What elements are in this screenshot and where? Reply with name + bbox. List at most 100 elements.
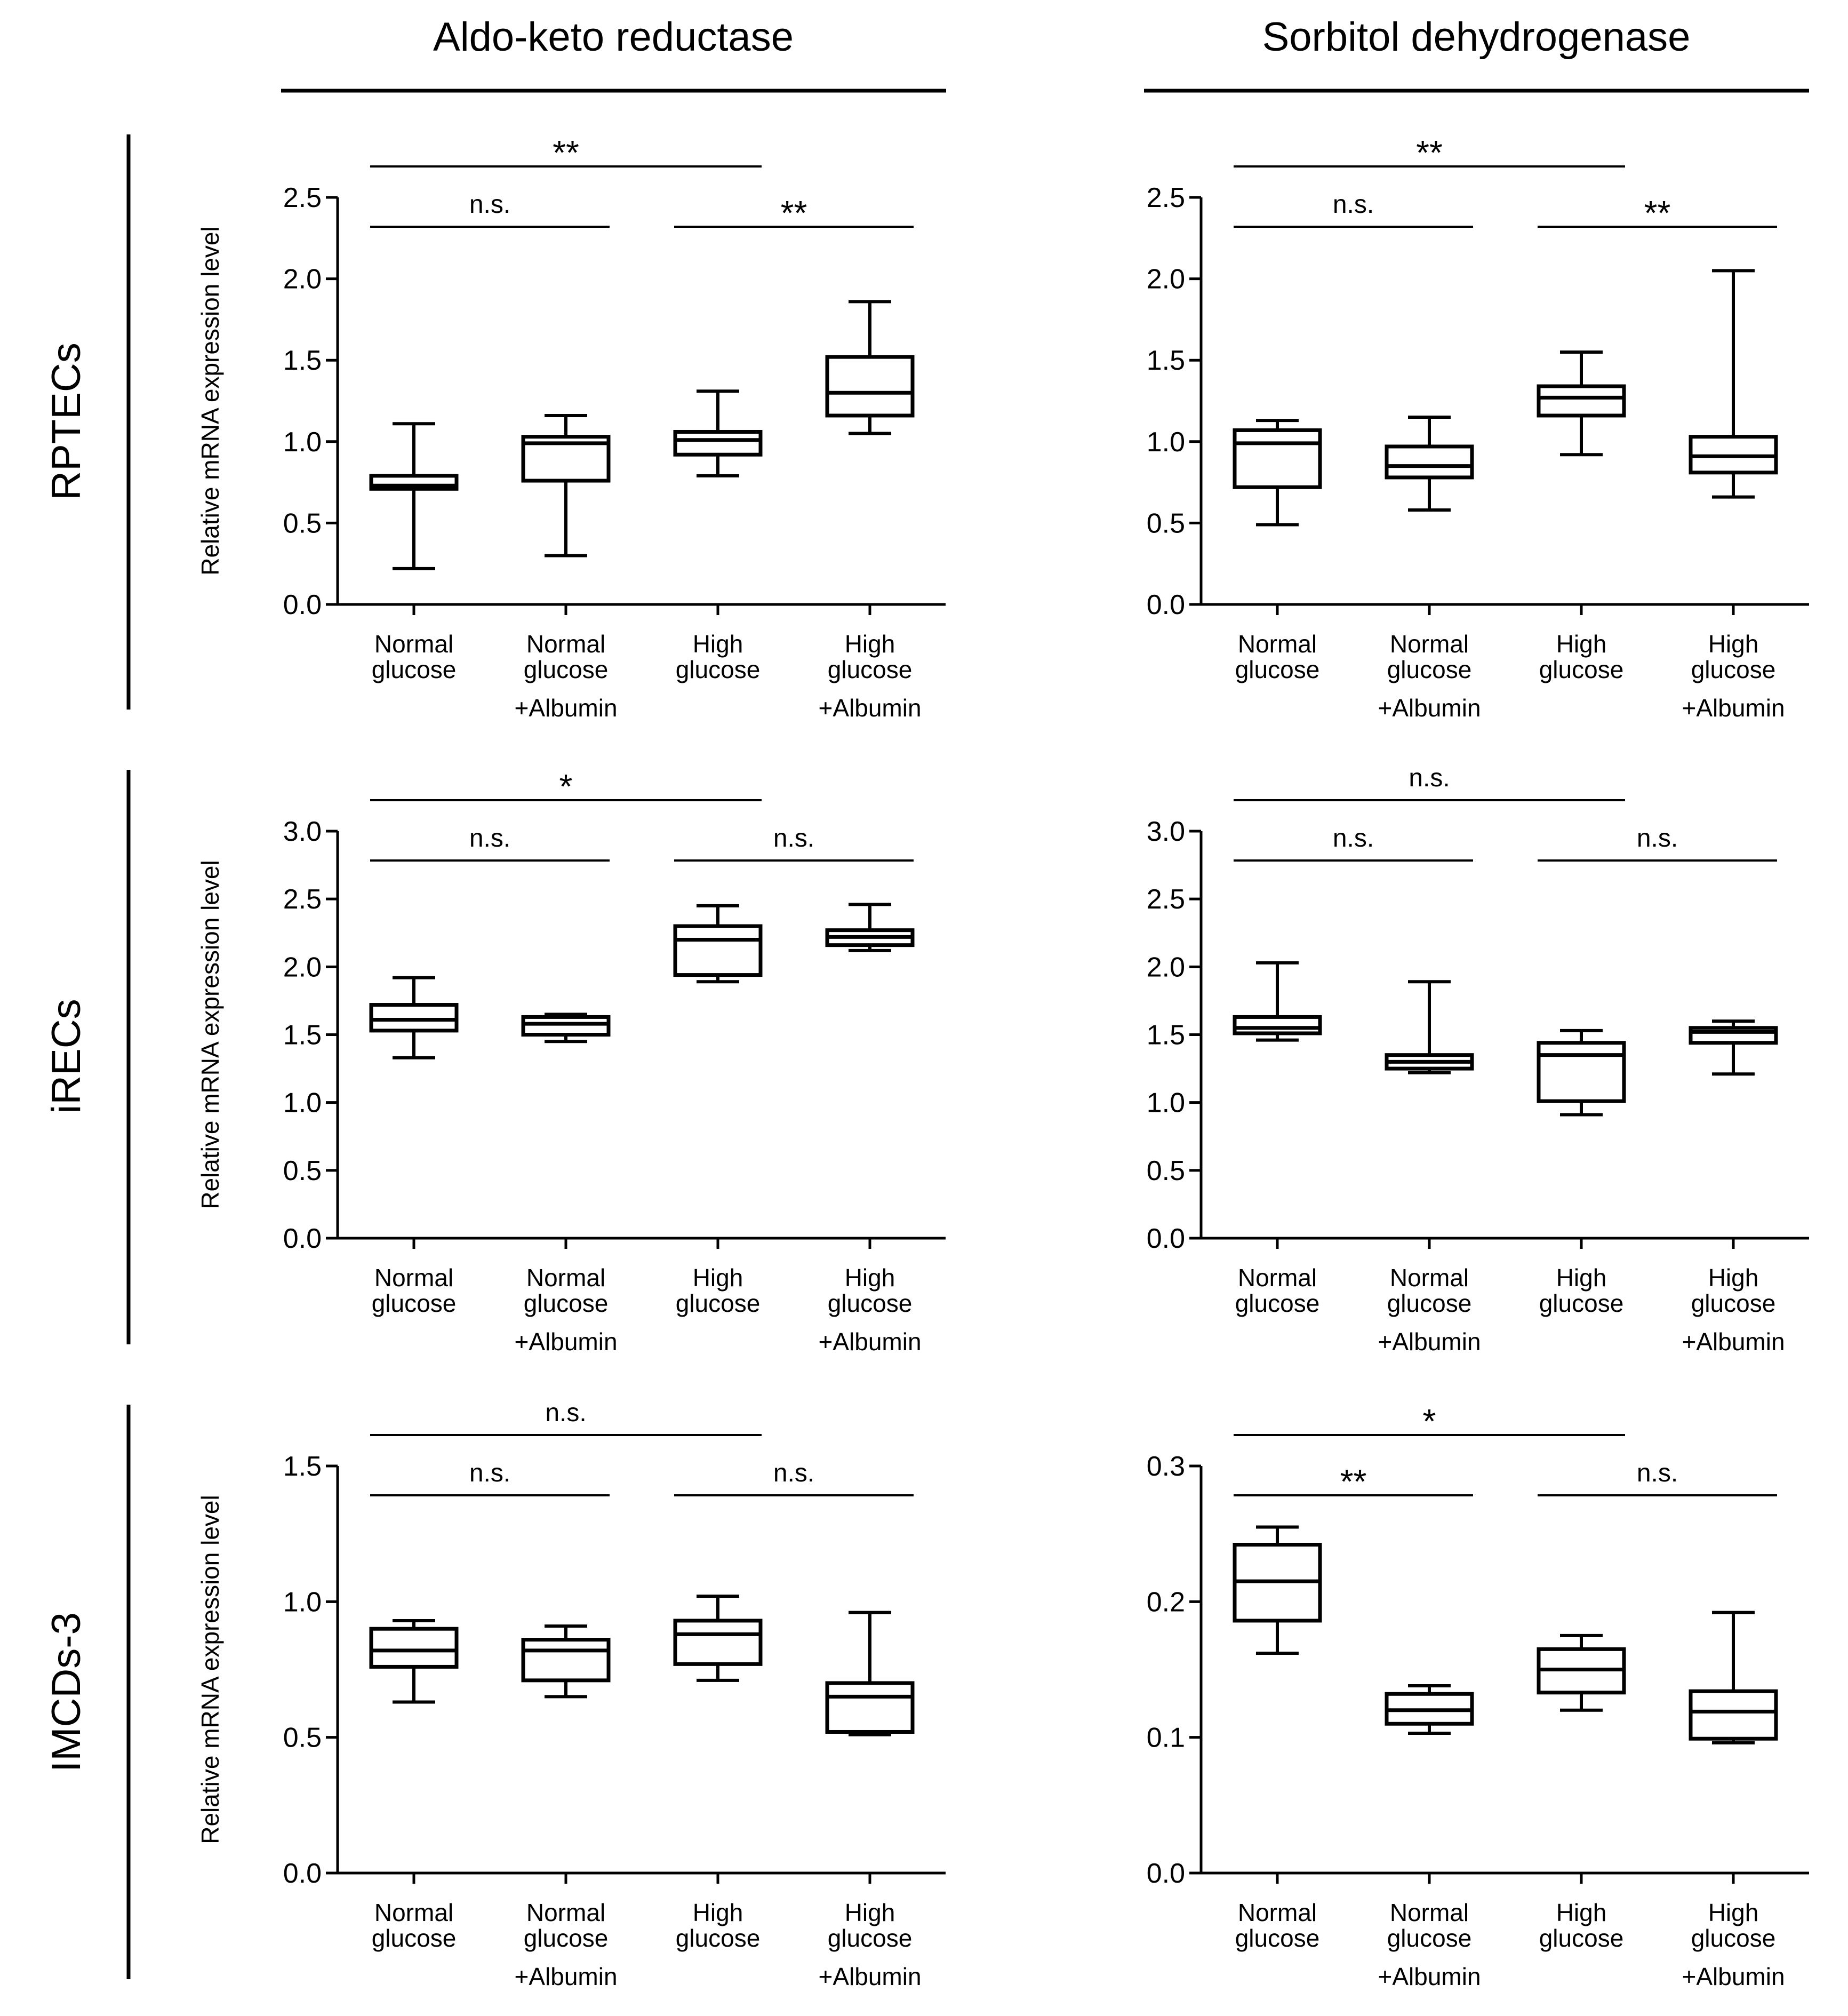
x-tick-label: High	[1556, 1264, 1607, 1292]
box-2	[1537, 1633, 1626, 1712]
box-0	[369, 1619, 459, 1704]
y-tick-label: 0.0	[1147, 1858, 1185, 1889]
significance-label: n.s.	[1333, 824, 1374, 852]
significance-label: n.s.	[1409, 764, 1450, 792]
x-tick-label: High	[845, 630, 895, 658]
x-tick-label: glucose	[1691, 1924, 1776, 1952]
y-tick-label: 2.0	[283, 952, 322, 983]
x-tick-label: High	[1708, 1899, 1759, 1926]
significance-label: n.s.	[773, 824, 814, 852]
x-tick-label: glucose	[828, 656, 913, 683]
x-tick-label: High	[1556, 630, 1607, 658]
box-iqr	[1537, 1041, 1626, 1103]
x-tick-label: Normal	[1390, 630, 1469, 658]
x-tick-label: +Albumin	[818, 1963, 921, 1990]
box-1	[521, 1013, 611, 1043]
y-tick-label: 0.5	[283, 1156, 322, 1186]
x-tick-label: +Albumin	[1378, 1963, 1481, 1990]
significance-label: n.s.	[469, 190, 510, 219]
y-tick-label: 3.0	[283, 816, 322, 847]
y-tick-label: 0.0	[283, 1223, 322, 1254]
x-tick-label: High	[693, 1264, 743, 1292]
box-0	[1233, 419, 1322, 527]
significance-label: **	[1416, 133, 1443, 172]
box-2	[1537, 350, 1626, 457]
x-tick-label: High	[1708, 630, 1759, 658]
y-tick-label: 2.5	[283, 884, 322, 915]
y-tick-label: 1.5	[1147, 345, 1185, 376]
box-2	[673, 1595, 763, 1682]
x-tick-label: Normal	[526, 1264, 605, 1292]
y-tick-label: 2.5	[1147, 884, 1185, 915]
significance-label: **	[781, 194, 807, 232]
x-tick-label: +Albumin	[514, 1963, 617, 1990]
x-tick-label: Normal	[1390, 1264, 1469, 1292]
y-tick-label: 1.5	[283, 1020, 322, 1051]
box-iqr	[1537, 384, 1626, 418]
y-tick-label: 1.0	[283, 1088, 322, 1119]
y-tick-label: 0.0	[283, 1858, 322, 1889]
y-tick-label: 2.0	[1147, 952, 1185, 983]
x-tick-label: glucose	[1387, 1924, 1472, 1952]
box-3	[1689, 1611, 1778, 1744]
x-tick-label: glucose	[524, 1924, 609, 1952]
x-tick-label: glucose	[1691, 1289, 1776, 1317]
significance-label: n.s.	[773, 1459, 814, 1487]
significance-label: n.s.	[1637, 824, 1678, 852]
box-iqr	[1233, 1015, 1322, 1035]
panel-1: 0.00.51.01.52.02.5NormalglucoseNormalglu…	[1147, 133, 1809, 722]
significance-label: n.s.	[469, 1459, 510, 1487]
x-tick-label: High	[1708, 1264, 1759, 1292]
x-tick-label: glucose	[1387, 1289, 1472, 1317]
panel-3: 0.00.51.01.52.02.53.0NormalglucoseNormal…	[1147, 764, 1809, 1356]
y-tick-label: 1.0	[283, 427, 322, 458]
box-0	[1233, 961, 1322, 1042]
x-tick-label: glucose	[1539, 656, 1624, 683]
panel-0: 0.0 0.5 1.0 1.5 2.0 2.5 Relative mRNA expressi…	[196, 133, 946, 722]
x-tick-label: glucose	[676, 1924, 761, 1952]
y-tick-label: 0.5	[1147, 1156, 1185, 1186]
column-title-sorbitol-dehydrogenase: Sorbitol dehydrogenase	[1262, 14, 1691, 60]
x-tick-label: Normal	[1238, 1264, 1317, 1292]
box-1	[1385, 416, 1474, 512]
box-iqr	[369, 1627, 459, 1669]
y-tick-label: 1.0	[283, 1587, 322, 1617]
x-tick-label: Normal	[374, 630, 453, 658]
y-tick-label: 2.0	[283, 264, 322, 295]
box-iqr	[673, 429, 763, 457]
x-tick-label: High	[845, 1264, 895, 1292]
x-tick-label: Normal	[374, 1899, 453, 1926]
box-iqr	[673, 1619, 763, 1666]
x-tick-label: Normal	[1238, 630, 1317, 658]
box-3	[825, 300, 915, 435]
y-tick-label: 0.5	[283, 508, 322, 539]
box-iqr	[825, 1681, 915, 1734]
box-1	[1385, 980, 1474, 1074]
box-0	[369, 422, 459, 570]
y-tick-label: 0.3	[1147, 1451, 1185, 1482]
x-tick-label: +Albumin	[818, 1328, 921, 1356]
y-tick-label: 0.2	[1147, 1587, 1185, 1617]
x-tick-label: glucose	[676, 656, 761, 683]
column-title-aldo-keto-reductase: Aldo-keto reductase	[433, 14, 794, 60]
y-tick-label: 1.0	[1147, 427, 1185, 458]
x-tick-label: glucose	[1235, 1289, 1320, 1317]
x-tick-label: glucose	[372, 1289, 457, 1317]
x-tick-label: glucose	[372, 656, 457, 683]
x-tick-label: High	[693, 1899, 743, 1926]
y-tick-label: 0.5	[283, 1723, 322, 1754]
y-tick-label: 2.5	[283, 182, 322, 213]
y-tick-label: 2.0	[1147, 264, 1185, 295]
significance-label: **	[1340, 1462, 1367, 1501]
box-2	[1537, 1029, 1626, 1117]
box-iqr	[369, 1003, 459, 1033]
y-axis-label: Relative mRNA expression level	[196, 1495, 224, 1844]
y-tick-label: 0.1	[1147, 1723, 1185, 1754]
y-axis-label: Relative mRNA expression level	[196, 226, 224, 576]
box-iqr	[1689, 1689, 1778, 1741]
box-1	[1385, 1684, 1474, 1735]
x-tick-label: glucose	[1691, 656, 1776, 683]
x-tick-label: glucose	[828, 1289, 913, 1317]
x-tick-label: glucose	[676, 1289, 761, 1317]
box-2	[673, 904, 763, 984]
